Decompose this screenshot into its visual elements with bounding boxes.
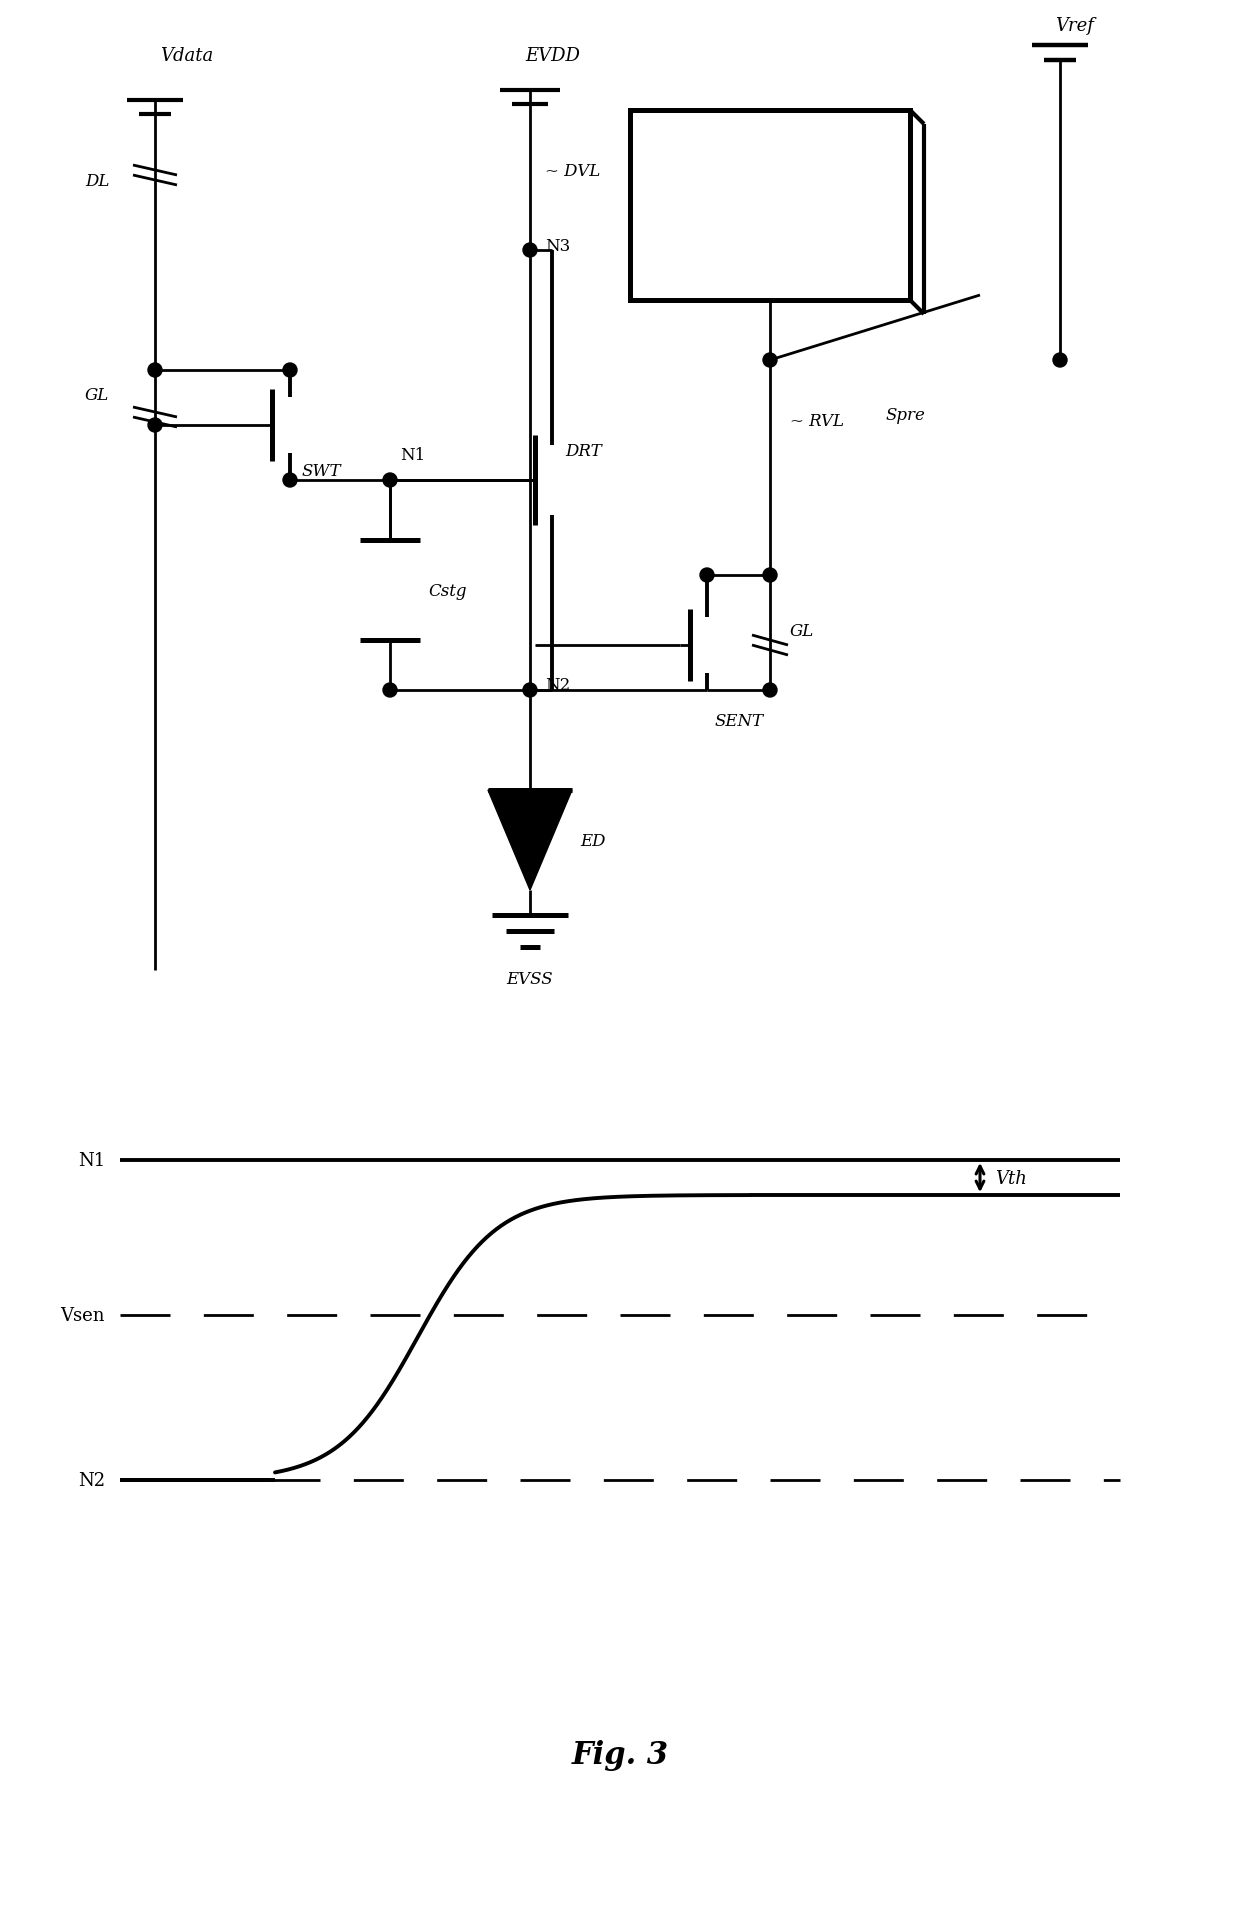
- Circle shape: [1053, 353, 1066, 369]
- Circle shape: [523, 683, 537, 697]
- Text: Fig. 3: Fig. 3: [572, 1739, 668, 1770]
- Text: Vdata: Vdata: [160, 46, 213, 66]
- Text: SWT: SWT: [303, 463, 342, 479]
- Text: 200: 200: [738, 191, 802, 222]
- Circle shape: [763, 683, 777, 697]
- Text: GL: GL: [790, 621, 815, 639]
- Circle shape: [523, 243, 537, 259]
- Circle shape: [701, 569, 714, 583]
- Circle shape: [283, 473, 298, 488]
- Text: N2: N2: [546, 677, 570, 695]
- Text: N1: N1: [78, 1152, 105, 1170]
- Text: DRT: DRT: [565, 442, 601, 459]
- Text: N1: N1: [401, 448, 425, 465]
- Circle shape: [148, 419, 162, 432]
- Text: Vsen: Vsen: [61, 1307, 105, 1324]
- Text: Spre: Spre: [885, 407, 925, 425]
- Circle shape: [283, 365, 298, 378]
- Text: DL: DL: [86, 172, 109, 189]
- Text: EVSS: EVSS: [507, 971, 553, 988]
- Text: ED: ED: [580, 832, 605, 849]
- Circle shape: [383, 473, 397, 488]
- Text: N3: N3: [546, 237, 570, 255]
- Bar: [630, 110, 910, 301]
- Text: Vth: Vth: [994, 1170, 1027, 1187]
- Circle shape: [383, 683, 397, 697]
- Text: GL: GL: [86, 388, 109, 403]
- Text: ~ DVL: ~ DVL: [546, 162, 600, 179]
- Text: SENT: SENT: [715, 712, 764, 730]
- Text: N2: N2: [78, 1471, 105, 1490]
- Text: ~ RVL: ~ RVL: [790, 413, 844, 428]
- Circle shape: [763, 569, 777, 583]
- Text: EVDD: EVDD: [525, 46, 580, 66]
- Text: Cstg: Cstg: [428, 583, 466, 598]
- Polygon shape: [489, 791, 572, 890]
- Text: Vref: Vref: [1055, 17, 1094, 35]
- Circle shape: [763, 353, 777, 369]
- Circle shape: [148, 365, 162, 378]
